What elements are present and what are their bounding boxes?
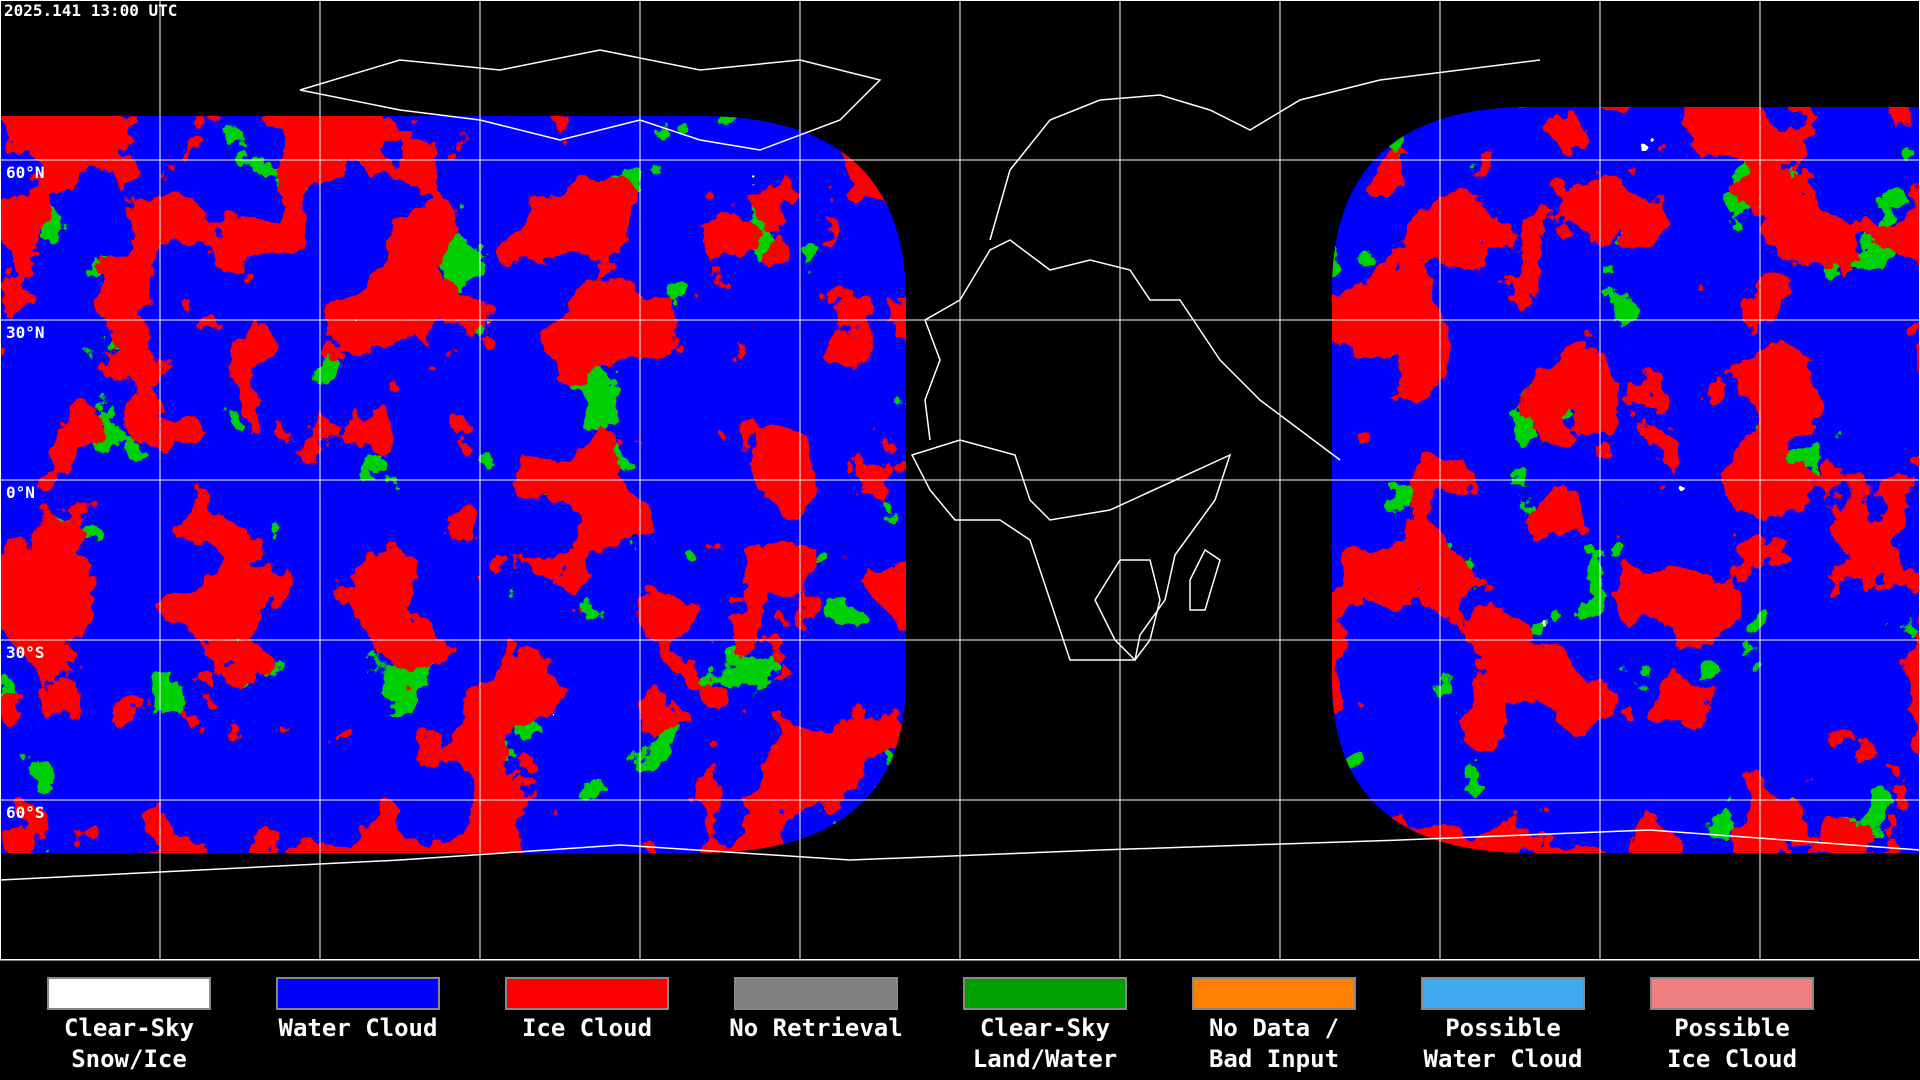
- legend-label: Possible: [1445, 1014, 1561, 1042]
- latitude-label: 30°S: [6, 643, 45, 662]
- legend-label: Ice Cloud: [522, 1014, 652, 1042]
- legend-swatch: [276, 977, 440, 1010]
- legend: Clear-Sky Snow/Ice Water Cloud Ice Cloud No …: [47, 977, 1814, 1073]
- legend-label: Ice Cloud: [1667, 1045, 1797, 1073]
- legend-swatch: [47, 977, 211, 1010]
- legend-label: Possible: [1674, 1014, 1790, 1042]
- timestamp: 2025.141 13:00 UTC: [4, 1, 177, 20]
- legend-swatch: [734, 977, 898, 1010]
- legend-label: Bad Input: [1209, 1045, 1339, 1073]
- latitude-label: 60°N: [6, 163, 45, 182]
- legend-label: No Data /: [1209, 1014, 1339, 1042]
- legend-label: Water Cloud: [279, 1014, 438, 1042]
- legend-label: Snow/Ice: [71, 1045, 187, 1073]
- legend-label: Land/Water: [973, 1045, 1118, 1073]
- coastlines: [0, 49, 1920, 881]
- legend-label: Clear-Sky: [980, 1014, 1110, 1042]
- legend-swatch: [505, 977, 669, 1010]
- legend-label: Water Cloud: [1424, 1045, 1583, 1073]
- legend-label: No Retrieval: [729, 1014, 902, 1042]
- legend-swatch: [1192, 977, 1356, 1010]
- legend-swatch: [1421, 977, 1585, 1010]
- legend-swatch: [963, 977, 1127, 1010]
- latitude-label: 30°N: [6, 323, 45, 342]
- latitude-label: 0°N: [6, 483, 35, 502]
- legend-swatch: [1650, 977, 1814, 1010]
- legend-label: Clear-Sky: [64, 1014, 194, 1042]
- latitude-label: 60°S: [6, 803, 45, 822]
